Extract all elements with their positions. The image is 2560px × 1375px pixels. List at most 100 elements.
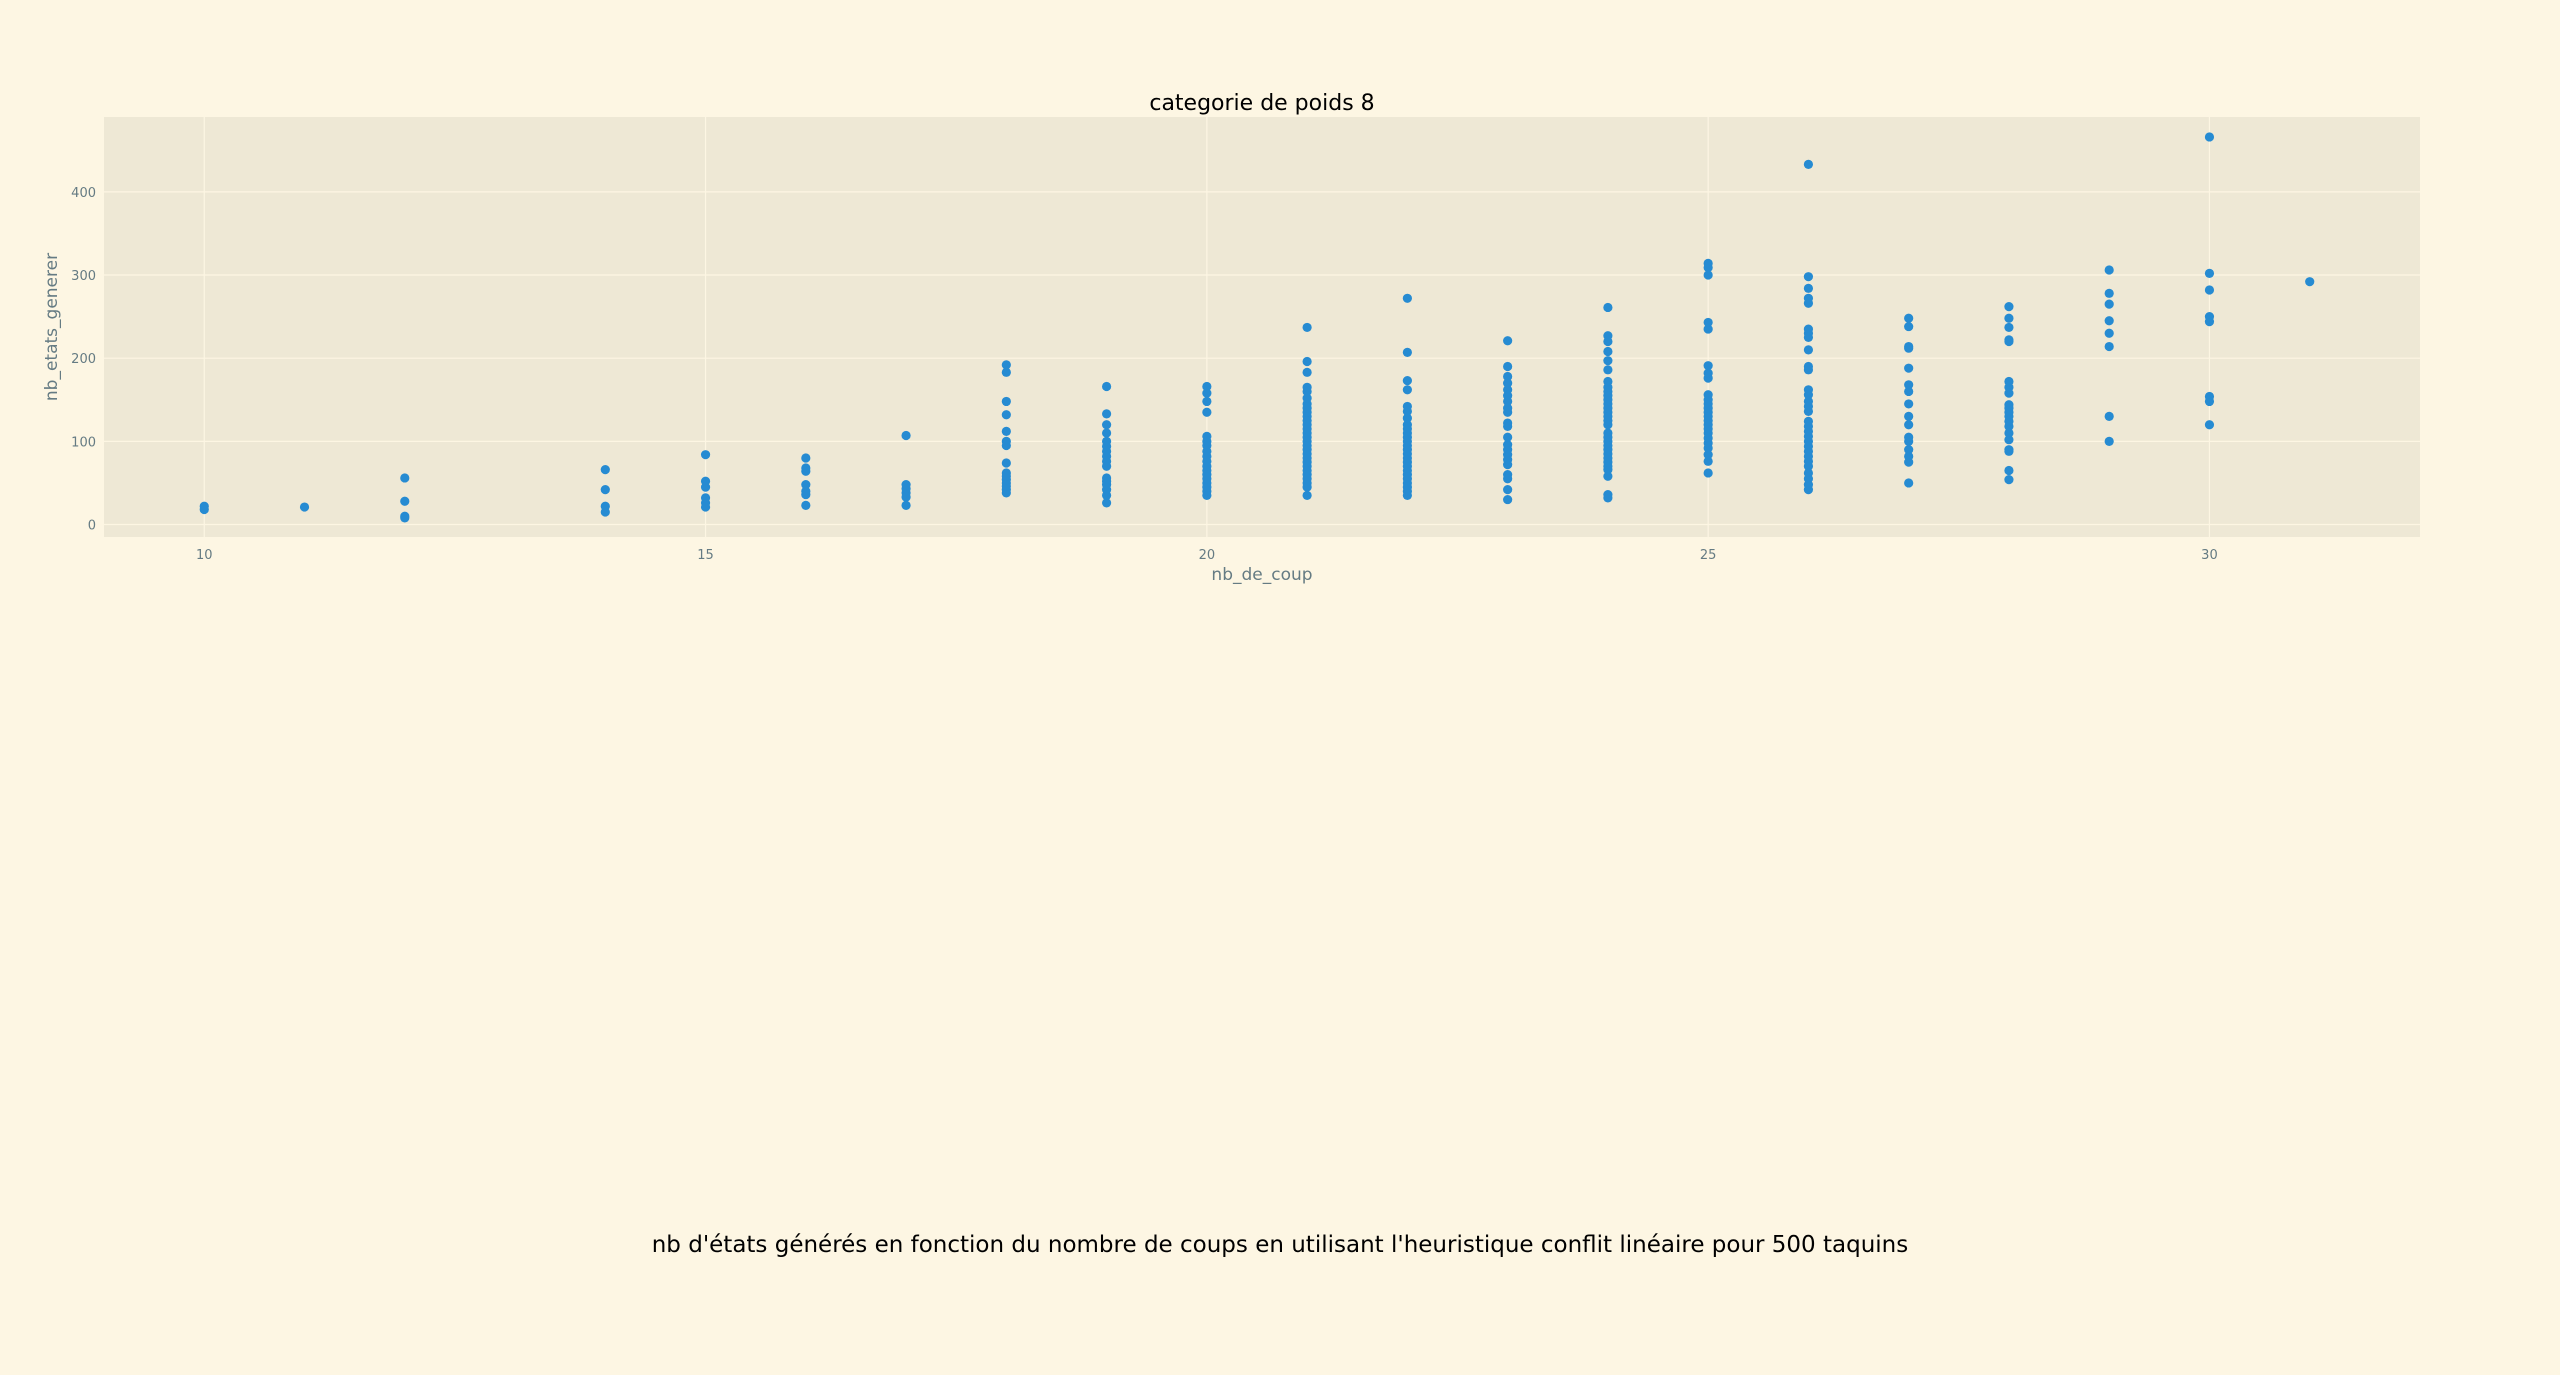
data-point (2104, 316, 2114, 326)
y-axis-label: nb_etats_generer (42, 253, 62, 401)
data-point (2004, 302, 2014, 312)
data-point (400, 511, 410, 521)
data-point (2004, 376, 2014, 387)
data-point (600, 484, 610, 495)
data-point (1904, 420, 1914, 430)
data-point (1603, 356, 1613, 366)
grid-lines (104, 117, 2420, 537)
data-point (2204, 285, 2215, 295)
data-point (2004, 445, 2014, 455)
data-point (1703, 317, 1713, 328)
data-point (1803, 159, 1814, 170)
data-point (1202, 431, 1212, 441)
data-point (1703, 450, 1713, 460)
data-point (1803, 396, 1814, 407)
data-point (1402, 401, 1412, 412)
data-point (2204, 132, 2215, 142)
data-point (1703, 390, 1713, 400)
data-point (801, 453, 811, 463)
data-point (1302, 490, 1312, 501)
data-point (400, 496, 410, 506)
data-point (1302, 356, 1312, 367)
data-point (1803, 416, 1814, 426)
data-point (1302, 367, 1312, 377)
data-point (1202, 388, 1212, 398)
data-point (2104, 411, 2114, 422)
data-point (1803, 324, 1814, 334)
data-point (2104, 288, 2114, 298)
data-point (700, 476, 711, 486)
data-point (1703, 324, 1713, 334)
y-tick-label: 400 (71, 186, 96, 201)
data-point (1503, 484, 1513, 495)
data-point (2104, 328, 2114, 338)
data-point (1904, 411, 1914, 422)
data-point (1904, 451, 1914, 461)
data-point (1603, 331, 1613, 341)
data-point (1904, 363, 1914, 373)
data-point (1603, 365, 1613, 375)
data-point (1001, 426, 1011, 436)
data-point (2204, 391, 2215, 402)
data-point (801, 500, 811, 510)
x-tick-label: 10 (196, 548, 213, 563)
data-point (1503, 432, 1513, 442)
data-point (1703, 258, 1713, 268)
data-point (1101, 420, 1112, 430)
y-tick-label: 100 (71, 435, 96, 450)
data-point (1803, 293, 1814, 303)
data-point (1503, 440, 1513, 450)
data-point (2204, 420, 2215, 430)
data-point (1703, 270, 1713, 280)
data-point (1001, 458, 1011, 468)
data-point (1603, 489, 1613, 500)
data-point (1904, 313, 1914, 323)
data-point (1202, 396, 1212, 407)
data-point (1703, 456, 1713, 466)
data-point (1101, 381, 1112, 392)
data-point (299, 502, 310, 512)
data-point (1803, 361, 1814, 372)
data-point (1803, 385, 1814, 395)
data-point (1402, 376, 1412, 386)
data-point (199, 501, 209, 511)
data-point (2004, 335, 2014, 345)
data-point (1503, 403, 1513, 413)
data-point (1503, 371, 1513, 382)
chart-title: categorie de poids 8 (1149, 91, 1374, 116)
data-point (1803, 272, 1814, 282)
x-tick-label: 20 (1199, 548, 1216, 563)
data-point (700, 493, 711, 503)
data-point (1503, 470, 1513, 480)
data-point (901, 430, 911, 441)
data-point (1904, 399, 1914, 409)
data-point (1402, 347, 1412, 357)
x-tick-labels: 10 15 20 25 30 (196, 548, 2218, 563)
data-point (1001, 367, 1011, 377)
data-point (1603, 346, 1613, 357)
data-point (2004, 475, 2014, 485)
x-tick-label: 15 (697, 548, 714, 563)
data-point (801, 480, 811, 490)
data-point (1503, 418, 1513, 428)
data-point (1503, 494, 1513, 505)
data-point (600, 501, 610, 511)
data-point (1101, 473, 1112, 483)
data-point (1904, 386, 1914, 397)
data-point (1603, 428, 1613, 438)
data-point (2004, 322, 2014, 333)
data-point (2004, 465, 2014, 476)
data-point (1402, 293, 1412, 303)
data-point (1101, 498, 1112, 508)
data-point (1803, 468, 1814, 478)
data-point (1302, 382, 1312, 392)
data-point (2305, 277, 2315, 287)
data-point (1202, 381, 1212, 392)
data-point (1803, 283, 1814, 293)
data-point (1001, 436, 1011, 446)
data-point (1904, 432, 1914, 442)
data-point (2104, 436, 2114, 446)
x-axis-label: nb_de_coup (1211, 565, 1312, 585)
data-point (901, 480, 911, 490)
